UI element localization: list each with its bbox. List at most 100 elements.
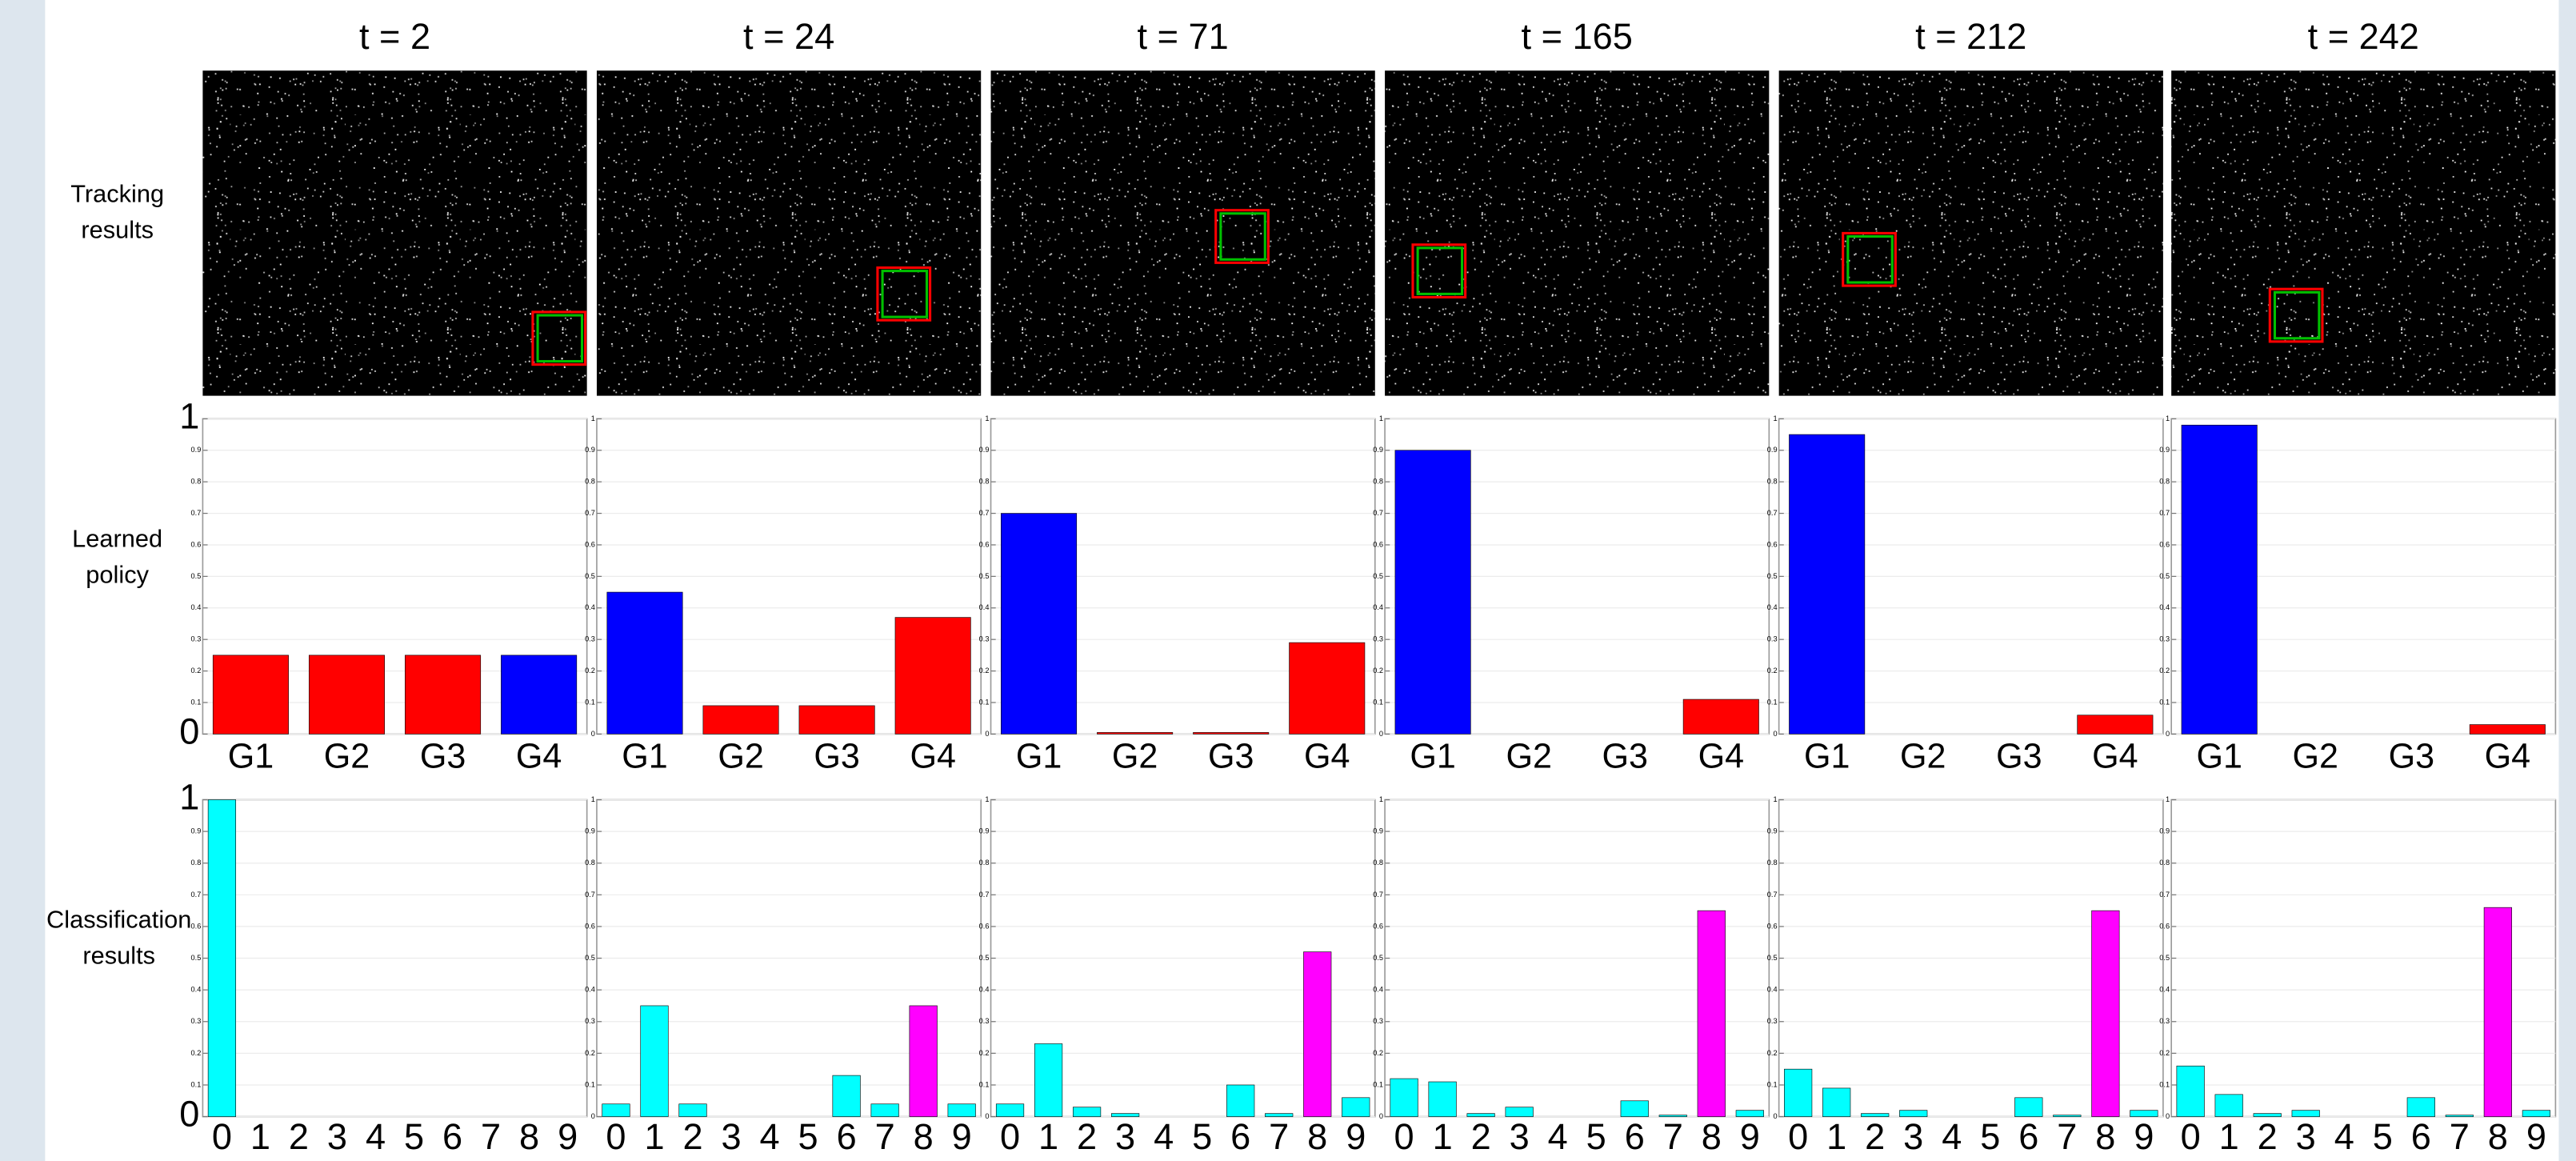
bar — [1428, 1081, 1457, 1117]
x-tick-label: 3 — [1903, 1116, 1923, 1157]
bar — [2091, 910, 2120, 1117]
column-title: t = 24 — [743, 16, 834, 57]
y-tick-label: 0.1 — [1373, 698, 1383, 706]
y-tick-label: 0.6 — [1767, 922, 1778, 930]
x-tick-label: 5 — [1192, 1116, 1212, 1157]
x-tick-label: G1 — [1016, 738, 1062, 776]
y-tick-label: 1 — [985, 795, 989, 803]
x-tick-label: G4 — [910, 738, 955, 776]
x-tick-label: 7 — [2057, 1116, 2077, 1157]
bar — [947, 1103, 976, 1117]
y-tick-label: 1 — [179, 776, 199, 817]
y-tick-label: 0.9 — [1767, 446, 1778, 454]
bar — [2483, 907, 2512, 1117]
bar — [1390, 1078, 1418, 1117]
bar — [1620, 1100, 1649, 1117]
x-tick-label: G4 — [2485, 738, 2530, 776]
bar — [1466, 1113, 1495, 1117]
y-tick-label: 0.5 — [191, 572, 202, 580]
x-tick-label: 9 — [1740, 1116, 1760, 1157]
y-tick-label: 0.2 — [191, 667, 202, 675]
bar — [2469, 724, 2546, 735]
y-tick-label: 0.8 — [979, 478, 990, 486]
x-tick-label: 6 — [1230, 1116, 1250, 1157]
y-tick-label: 0.7 — [585, 509, 595, 517]
y-tick-label: 0.9 — [1767, 827, 1778, 835]
y-tick-label: 0.2 — [191, 1049, 202, 1057]
column-title: t = 165 — [1522, 16, 1633, 57]
bar — [798, 705, 875, 735]
y-tick-label: 0.4 — [1767, 603, 1778, 611]
y-tick-label: 0.1 — [585, 698, 595, 706]
y-tick-label: 0.7 — [979, 891, 990, 899]
y-tick-label: 0.6 — [2159, 922, 2170, 930]
x-tick-label: G2 — [718, 738, 763, 776]
bar — [2445, 1115, 2474, 1117]
x-tick-label: 2 — [2258, 1116, 2278, 1157]
target-box-green — [2273, 290, 2321, 340]
bar — [678, 1103, 707, 1117]
bar — [1342, 1097, 1370, 1117]
bar — [2130, 1110, 2158, 1117]
bar — [2014, 1097, 2043, 1117]
y-tick-label: 0.2 — [585, 667, 595, 675]
y-tick-label: 0.7 — [1767, 891, 1778, 899]
x-tick-label: 5 — [1980, 1116, 2000, 1157]
bar — [1658, 1115, 1687, 1117]
y-tick-label: 0.6 — [585, 540, 595, 548]
row-label-box: Tracking results — [70, 180, 165, 245]
y-tick-label: 1 — [1379, 414, 1383, 422]
y-tick-label: 1 — [179, 395, 199, 436]
y-tick-label: 0.8 — [585, 478, 595, 486]
y-tick-label: 0.6 — [191, 922, 202, 930]
y-tick-label: 0.6 — [1373, 540, 1383, 548]
x-tick-label: 0 — [1000, 1116, 1020, 1157]
y-tick-label: 0 — [1379, 730, 1383, 738]
bar — [1034, 1043, 1063, 1117]
y-tick-label: 0.6 — [1373, 922, 1383, 930]
y-tick-label: 0.4 — [585, 603, 595, 611]
y-tick-label: 0.3 — [1767, 635, 1778, 643]
target-box-red — [1842, 231, 1897, 287]
y-tick-label: 0.5 — [585, 954, 595, 962]
y-tick-label: 0.1 — [979, 1080, 990, 1088]
y-tick-label: 0.2 — [585, 1049, 595, 1057]
x-tick-label: 1 — [644, 1116, 664, 1157]
bar — [1193, 732, 1270, 735]
y-tick-label: 0.2 — [1767, 667, 1778, 675]
y-tick-label: 0.1 — [979, 698, 990, 706]
row-label: Tracking results — [70, 180, 165, 245]
y-tick-label: 0.5 — [979, 954, 990, 962]
y-tick-label: 1 — [1773, 795, 1777, 803]
y-tick-label: 0 — [2166, 730, 2170, 738]
y-tick-label: 0.8 — [585, 859, 595, 867]
bar — [1265, 1113, 1294, 1117]
bar — [207, 799, 237, 1117]
bar — [870, 1103, 899, 1117]
y-tick-label: 0 — [1773, 1112, 1777, 1120]
y-tick-label: 0.5 — [191, 954, 202, 962]
target-box-red — [876, 266, 932, 322]
y-tick-label: 0 — [1773, 730, 1777, 738]
x-tick-label: G3 — [1208, 738, 1254, 776]
x-tick-label: 7 — [1269, 1116, 1289, 1157]
x-tick-label: 5 — [1586, 1116, 1606, 1157]
target-box-red — [2268, 287, 2324, 343]
y-tick-label: 0.2 — [1767, 1049, 1778, 1057]
x-tick-label: G1 — [1410, 738, 1455, 776]
y-tick-label: 1 — [2166, 795, 2170, 803]
bar — [1735, 1110, 1764, 1117]
bar — [405, 655, 482, 735]
x-tick-label: 2 — [1865, 1116, 1885, 1157]
y-tick-label: 0.3 — [2159, 635, 2170, 643]
y-tick-label: 0.2 — [2159, 667, 2170, 675]
bar — [909, 1005, 938, 1117]
x-tick-label: 1 — [1038, 1116, 1058, 1157]
x-tick-label: G4 — [516, 738, 562, 776]
y-tick-label: 0 — [985, 730, 989, 738]
bar — [1697, 910, 1726, 1117]
x-tick-label: G2 — [1900, 738, 1946, 776]
bar — [1784, 1068, 1813, 1117]
x-tick-label: 9 — [1346, 1116, 1366, 1157]
